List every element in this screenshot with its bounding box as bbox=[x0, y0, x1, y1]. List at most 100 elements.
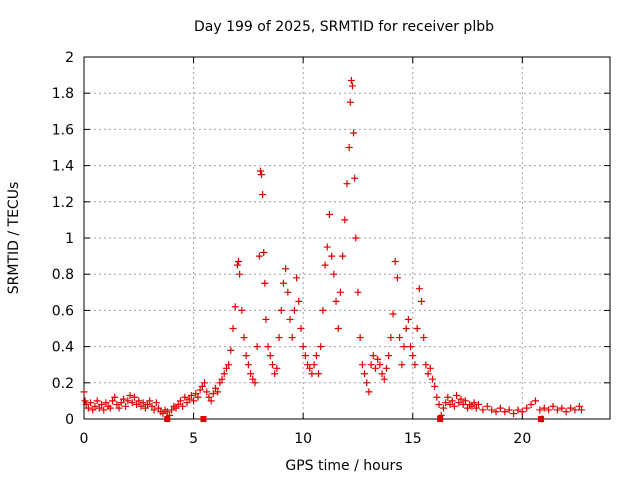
data-point bbox=[501, 408, 509, 416]
data-point bbox=[139, 399, 147, 407]
data-point bbox=[155, 404, 163, 412]
data-point bbox=[264, 343, 272, 351]
data-point bbox=[288, 334, 296, 342]
data-point bbox=[207, 397, 215, 405]
data-point bbox=[371, 364, 379, 372]
data-point bbox=[282, 265, 290, 273]
data-point bbox=[190, 397, 198, 405]
data-point bbox=[369, 352, 377, 360]
data-point bbox=[80, 388, 88, 396]
data-point bbox=[247, 370, 255, 378]
data-point bbox=[431, 382, 439, 390]
data-point bbox=[496, 404, 504, 412]
data-point bbox=[352, 234, 360, 242]
data-point bbox=[152, 399, 160, 407]
data-point bbox=[306, 364, 314, 372]
data-point bbox=[378, 370, 386, 378]
data-point bbox=[284, 288, 292, 296]
data-point bbox=[409, 352, 417, 360]
data-point bbox=[472, 404, 480, 412]
data-point bbox=[216, 379, 224, 387]
data-point bbox=[420, 334, 428, 342]
data-point bbox=[119, 395, 127, 403]
data-point bbox=[380, 375, 388, 383]
data-point-zero bbox=[200, 416, 207, 422]
data-point bbox=[201, 379, 209, 387]
data-point bbox=[315, 370, 323, 378]
x-axis-label: GPS time / hours bbox=[285, 458, 402, 474]
data-point bbox=[89, 406, 97, 414]
data-point bbox=[81, 397, 89, 405]
data-point bbox=[330, 270, 338, 278]
y-tick-label: 0.8 bbox=[52, 267, 74, 283]
data-point bbox=[95, 404, 103, 412]
data-point bbox=[238, 306, 246, 314]
data-point bbox=[308, 370, 316, 378]
data-point bbox=[553, 406, 561, 414]
data-point bbox=[236, 270, 244, 278]
data-point bbox=[483, 402, 491, 410]
data-point bbox=[185, 395, 193, 403]
data-point bbox=[108, 397, 116, 405]
y-tick-label: 1.8 bbox=[52, 86, 74, 102]
data-point bbox=[135, 397, 143, 405]
data-point bbox=[233, 261, 241, 269]
data-point bbox=[345, 144, 353, 151]
data-point bbox=[510, 410, 518, 418]
data-point bbox=[531, 397, 539, 405]
data-point bbox=[255, 252, 263, 260]
data-point bbox=[235, 258, 243, 266]
data-point bbox=[253, 343, 261, 351]
data-point bbox=[562, 408, 570, 416]
data-point bbox=[418, 297, 426, 305]
data-point bbox=[183, 399, 191, 407]
data-point bbox=[144, 401, 152, 409]
data-point bbox=[424, 370, 432, 378]
data-point bbox=[376, 361, 384, 369]
data-point bbox=[146, 397, 154, 405]
data-point bbox=[479, 406, 487, 414]
data-point bbox=[277, 306, 285, 314]
data-point bbox=[301, 352, 309, 360]
y-tick-label: 0.6 bbox=[52, 303, 74, 319]
data-point bbox=[428, 375, 436, 383]
chart-title: Day 199 of 2025, SRMTID for receiver plb… bbox=[194, 19, 494, 35]
data-point bbox=[227, 346, 235, 354]
data-point bbox=[492, 408, 500, 416]
x-tick-label: 0 bbox=[80, 431, 89, 447]
data-point bbox=[402, 325, 410, 332]
data-point bbox=[106, 404, 114, 412]
data-point bbox=[382, 364, 390, 372]
data-point bbox=[347, 77, 355, 85]
data-point bbox=[433, 393, 441, 401]
data-point bbox=[505, 406, 513, 414]
data-point bbox=[323, 243, 331, 251]
y-tick-label: 0.2 bbox=[52, 376, 74, 392]
data-point bbox=[459, 401, 467, 409]
data-point bbox=[260, 248, 268, 256]
data-point bbox=[126, 391, 134, 399]
data-point bbox=[117, 399, 125, 407]
data-point bbox=[113, 401, 121, 409]
data-point bbox=[325, 210, 333, 218]
data-point bbox=[444, 393, 452, 401]
data-point bbox=[523, 404, 531, 412]
data-point bbox=[172, 404, 180, 412]
data-point bbox=[518, 408, 526, 416]
data-point bbox=[203, 388, 211, 396]
data-point bbox=[150, 406, 158, 414]
data-point bbox=[354, 288, 362, 296]
data-point bbox=[100, 406, 108, 414]
data-point bbox=[385, 352, 393, 360]
data-point bbox=[251, 379, 259, 387]
data-point bbox=[87, 399, 95, 407]
data-point bbox=[141, 404, 149, 412]
data-point bbox=[312, 352, 320, 360]
data-point bbox=[297, 325, 305, 332]
data-point bbox=[468, 402, 476, 410]
data-point bbox=[310, 361, 318, 369]
data-point bbox=[198, 382, 206, 390]
data-point bbox=[400, 343, 408, 351]
data-point bbox=[549, 402, 557, 410]
